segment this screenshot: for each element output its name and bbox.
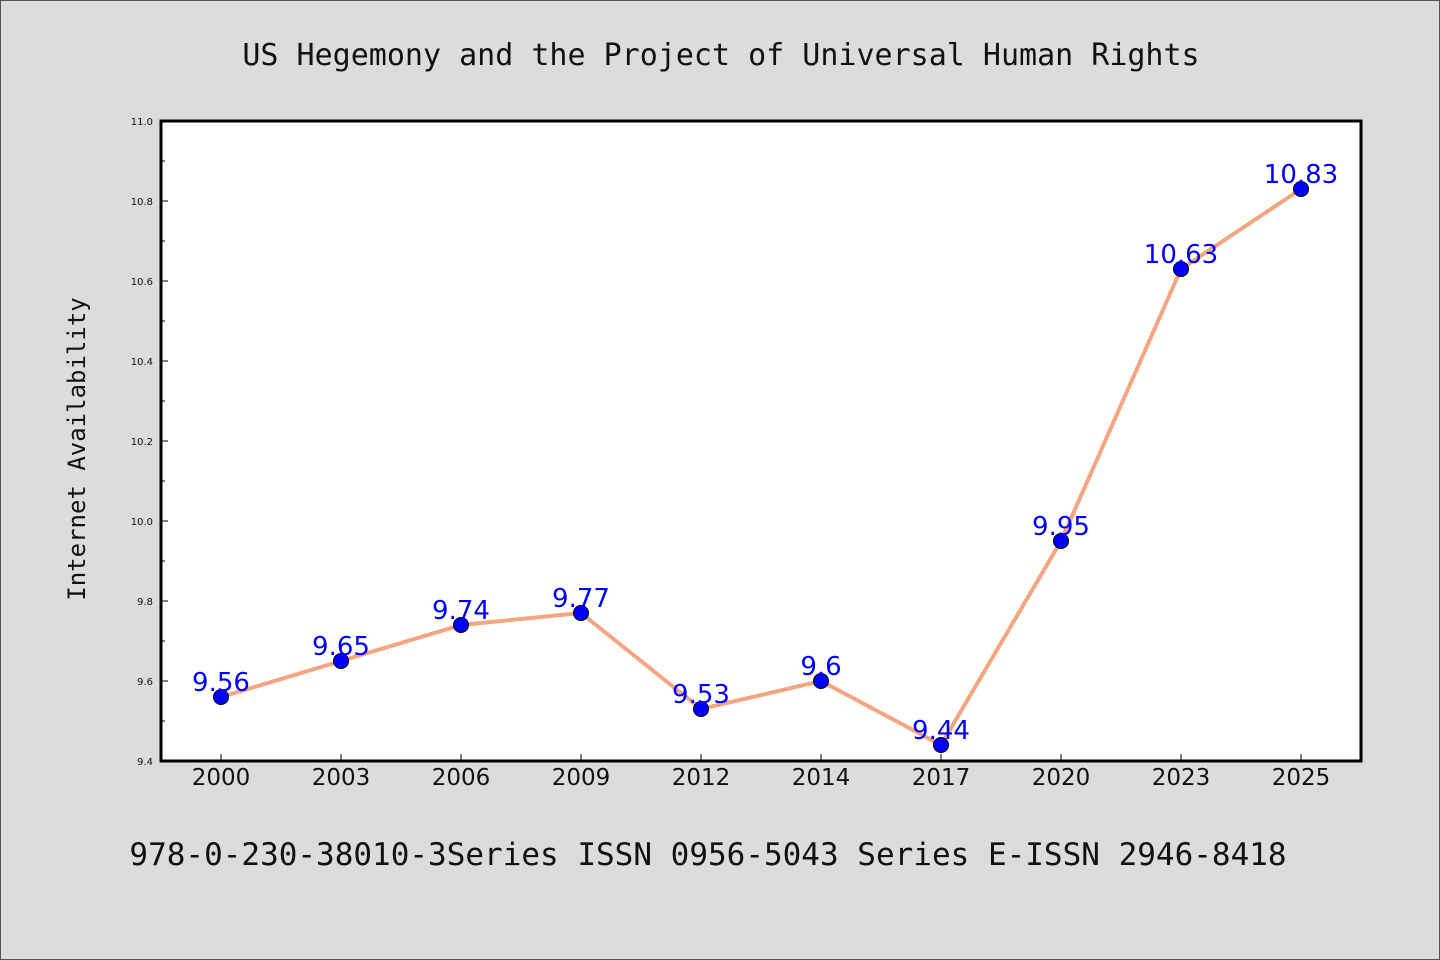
series-line <box>220 187 1303 747</box>
data-point <box>1053 533 1069 549</box>
y-tick-label: 10.6 <box>131 277 153 288</box>
y-tick-label: 9.8 <box>137 597 153 608</box>
x-tick-label: 2025 <box>1272 765 1331 791</box>
data-point <box>1293 181 1309 197</box>
y-tick-label: 10.2 <box>131 437 153 448</box>
data-point <box>573 605 589 621</box>
series-points-group <box>213 181 1309 753</box>
x-tick-label: 2003 <box>312 765 371 791</box>
x-tick-label: 2009 <box>552 765 611 791</box>
series-line-group <box>220 187 1303 747</box>
x-tick-label: 2023 <box>1152 765 1211 791</box>
data-value-label: 10.63 <box>1144 240 1218 270</box>
y-tick-label: 9.4 <box>137 757 153 768</box>
data-point <box>813 673 829 689</box>
y-tick-label: 9.6 <box>137 677 153 688</box>
data-value-label: 10.83 <box>1264 160 1338 190</box>
x-tick-label: 2017 <box>912 765 971 791</box>
x-tick-label: 2000 <box>192 765 251 791</box>
data-value-label: 9.53 <box>672 680 730 710</box>
footer-isbn-text: 978-0-230-38010-3Series ISSN 0956-5043 S… <box>129 837 1286 873</box>
y-axis-label: Internet Availability <box>63 297 91 600</box>
x-tick-label: 2014 <box>792 765 851 791</box>
data-point <box>933 737 949 753</box>
x-tick-label: 2020 <box>1032 765 1091 791</box>
y-axis-ticks: 9.4 9.6 9.8 10.0 10.2 10.4 10.6 10.8 11.0 <box>131 117 168 768</box>
data-value-label: 9.74 <box>432 596 490 626</box>
data-point <box>1173 261 1189 277</box>
data-value-label: 9.6 <box>800 652 841 682</box>
data-point <box>693 701 709 717</box>
data-labels-group: 9.56 9.65 9.74 9.77 9.53 9.6 9.44 9.95 10.63 10.8… <box>192 160 1338 746</box>
y-tick-label: 10.8 <box>131 197 153 208</box>
data-point <box>333 653 349 669</box>
x-axis-ticks: 2000 2003 2006 2009 2012 2014 2017 2020 2023 2025 <box>192 754 1331 791</box>
data-value-label: 9.77 <box>552 584 610 614</box>
y-tick-label: 11.0 <box>131 117 153 128</box>
data-value-label: 9.56 <box>192 668 250 698</box>
data-point <box>213 689 229 705</box>
y-tick-label: 10.4 <box>131 357 153 368</box>
data-value-label: 9.95 <box>1032 512 1090 542</box>
y-tick-label: 10.0 <box>131 517 153 528</box>
chart-title: US Hegemony and the Project of Universal… <box>242 38 1199 73</box>
data-point <box>453 617 469 633</box>
data-value-label: 9.65 <box>312 632 370 662</box>
data-value-label: 9.44 <box>912 716 970 746</box>
x-tick-label: 2012 <box>672 765 731 791</box>
x-tick-label: 2006 <box>432 765 491 791</box>
